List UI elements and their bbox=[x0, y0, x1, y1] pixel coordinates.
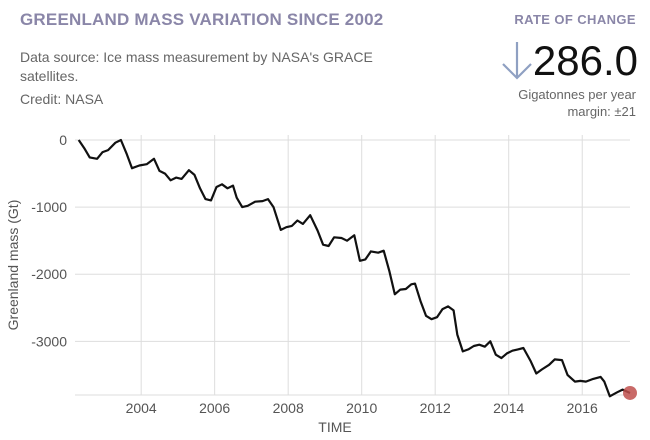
y-axis-label: Greenland mass (Gt) bbox=[5, 200, 21, 331]
rate-of-change-unit: Gigatonnes per year bbox=[518, 87, 636, 102]
x-tick-label: 2010 bbox=[346, 400, 377, 416]
y-tick-label: -2000 bbox=[31, 266, 67, 282]
mass-series-line bbox=[77, 138, 631, 398]
x-tick-label: 2016 bbox=[567, 400, 598, 416]
credit-text: Credit: NASA bbox=[20, 91, 104, 107]
x-tick-label: 2006 bbox=[199, 400, 230, 416]
x-tick-label: 2008 bbox=[273, 400, 304, 416]
x-tick-label: 2004 bbox=[126, 400, 157, 416]
latest-value-marker bbox=[623, 385, 637, 400]
y-tick-label: -3000 bbox=[31, 333, 67, 349]
x-axis-label: TIME bbox=[318, 419, 351, 435]
x-tick-label: 2014 bbox=[493, 400, 524, 416]
rate-of-change-margin: margin: ±21 bbox=[567, 104, 636, 119]
rate-of-change-value: 286.0 bbox=[532, 37, 638, 84]
down-arrow-icon bbox=[502, 42, 532, 80]
rate-of-change-label: RATE OF CHANGE bbox=[514, 12, 636, 27]
data-source-text: Data source: Ice mass measurement by NAS… bbox=[20, 49, 373, 84]
chart-title: GREENLAND MASS VARIATION SINCE 2002 bbox=[20, 10, 384, 29]
y-tick-label: -1000 bbox=[31, 199, 67, 215]
y-tick-label: 0 bbox=[59, 132, 67, 148]
x-tick-label: 2012 bbox=[420, 400, 451, 416]
